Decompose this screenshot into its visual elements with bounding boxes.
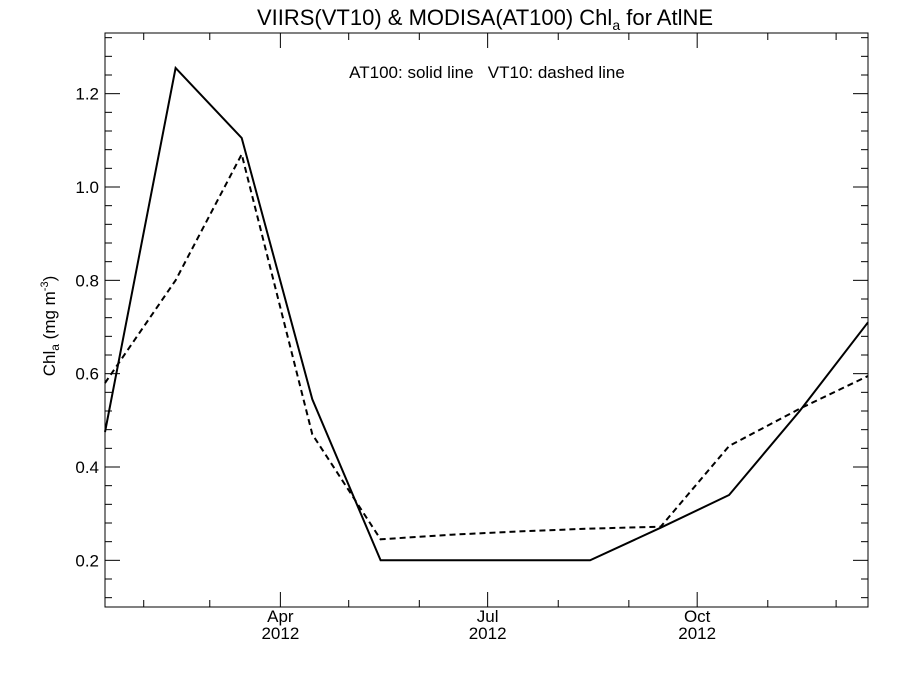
- y-axis-label: Chla (mg m-3): [39, 276, 62, 377]
- x-tick-label-month: Apr: [267, 607, 294, 626]
- legend-annotation: AT100: solid line VT10: dashed line: [349, 63, 625, 82]
- series-line-solid: [104, 65, 869, 562]
- plot-frame: [104, 32, 869, 608]
- x-tick-label-month: Jul: [477, 607, 499, 626]
- series-layer: [104, 65, 869, 562]
- y-tick-label: 0.4: [75, 458, 99, 477]
- y-axis: 0.2 0.4 0.6 0.8 1.0 1.2: [75, 37, 868, 599]
- x-tick-label-year: 2012: [261, 624, 299, 643]
- chart-title: VIIRS(VT10) & MODISA(AT100) Chla for Atl…: [257, 5, 713, 33]
- x-tick-label-year: 2012: [469, 624, 507, 643]
- y-tick-label: 0.2: [75, 551, 99, 570]
- y-tick-label: 0.6: [75, 365, 99, 384]
- y-tick-label: 0.8: [75, 271, 99, 290]
- y-tick-label: 1.0: [75, 178, 99, 197]
- x-tick-label-month: Oct: [684, 607, 711, 626]
- series-line-dashed: [104, 151, 869, 541]
- x-tick-label-year: 2012: [678, 624, 716, 643]
- y-tick-label: 1.2: [75, 85, 99, 104]
